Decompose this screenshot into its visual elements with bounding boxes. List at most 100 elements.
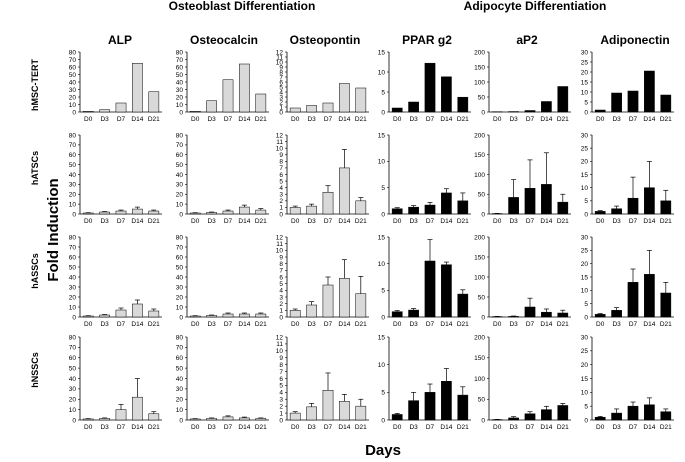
bar-d21 bbox=[660, 94, 672, 113]
y-tick-label: 100 bbox=[474, 172, 485, 179]
x-tick-label: D0 bbox=[84, 116, 93, 123]
x-tick-label: D7 bbox=[426, 116, 435, 123]
bar-d21 bbox=[148, 91, 160, 113]
panel-hnsscs-osteocalcin: 0 10 20 30 40 50 60 70 80 D0 D3 D7 D14 D21 bbox=[176, 334, 269, 431]
x-tick-label: D14 bbox=[131, 424, 143, 431]
y-tick-label: 30 bbox=[176, 284, 184, 291]
y-tick-label: 9 bbox=[279, 64, 283, 71]
y-tick-label: 10 bbox=[276, 348, 284, 355]
x-tick-label: D21 bbox=[148, 218, 160, 225]
x-tick-label: D3 bbox=[207, 321, 216, 328]
bar-d7 bbox=[115, 210, 127, 215]
x-tick-label: D7 bbox=[526, 116, 535, 123]
y-tick-label: 8 bbox=[279, 159, 283, 166]
x-tick-label: D7 bbox=[117, 321, 126, 328]
y-tick-label: 0 bbox=[72, 109, 76, 116]
y-tick-label: 80 bbox=[176, 334, 184, 341]
column-title-adiponectin: Adiponectin bbox=[600, 33, 669, 47]
bar-d14 bbox=[339, 83, 350, 113]
bar-d14 bbox=[339, 278, 350, 318]
y-tick-label: 30 bbox=[69, 386, 77, 393]
bar-d0 bbox=[594, 314, 606, 318]
y-tick-label: 5 bbox=[381, 390, 385, 397]
bar-d14 bbox=[239, 417, 250, 421]
y-tick-label: 0 bbox=[481, 109, 485, 116]
group-title-osteoblast: Osteoblast Differentiation bbox=[169, 0, 316, 13]
y-tick-label: 9 bbox=[279, 254, 283, 261]
x-tick-label: D3 bbox=[207, 218, 216, 225]
x-tick-label: D0 bbox=[493, 218, 502, 225]
bar-d7 bbox=[322, 390, 334, 421]
bar-d21 bbox=[557, 201, 569, 215]
y-tick-label: 20 bbox=[176, 397, 184, 404]
panel-hnsscs-adiponectin: 0 5 10 15 20 25 30 D0 D3 D7 D14 D21 bbox=[581, 334, 674, 431]
bar-d14 bbox=[132, 396, 143, 421]
column-title-osteopontin: Osteopontin bbox=[290, 33, 361, 47]
y-tick-label: 50 bbox=[478, 192, 486, 199]
y-tick-label: 3 bbox=[279, 294, 283, 301]
bar-d0 bbox=[594, 416, 606, 421]
bar-d0 bbox=[82, 111, 94, 113]
y-tick-label: 10 bbox=[581, 89, 589, 96]
x-tick-label: D3 bbox=[100, 218, 109, 225]
x-tick-label: D14 bbox=[540, 424, 552, 431]
y-tick-label: 2 bbox=[279, 403, 283, 410]
row-label-hmsc-tert: hMSC-TERT bbox=[30, 59, 40, 111]
y-tick-label: 30 bbox=[581, 49, 589, 56]
y-tick-label: 60 bbox=[176, 254, 184, 261]
y-tick-label: 11 bbox=[276, 341, 283, 348]
y-tick-label: 80 bbox=[69, 234, 77, 241]
y-tick-label: 10 bbox=[581, 185, 589, 192]
bar-d7 bbox=[322, 284, 334, 318]
x-tick-label: D14 bbox=[238, 321, 250, 328]
y-tick-label: 70 bbox=[176, 244, 184, 251]
bar-d14 bbox=[132, 63, 143, 113]
x-tick-label: D21 bbox=[255, 116, 267, 123]
panel-hatscs-ap2: 0 50 100 150 200 D0 D3 D7 D14 D21 bbox=[474, 132, 571, 225]
y-tick-label: 15 bbox=[378, 132, 386, 139]
bar-d3 bbox=[508, 197, 519, 215]
y-tick-label: 30 bbox=[69, 284, 77, 291]
y-tick-label: 7 bbox=[279, 165, 283, 172]
x-tick-label: D14 bbox=[131, 218, 143, 225]
x-tick-label: D3 bbox=[612, 321, 621, 328]
x-tick-label: D3 bbox=[509, 424, 518, 431]
bar-d0 bbox=[594, 211, 606, 215]
y-tick-label: 4 bbox=[279, 288, 283, 295]
y-tick-label: 0 bbox=[381, 109, 385, 116]
y-tick-label: 30 bbox=[69, 182, 77, 189]
x-tick-label: D3 bbox=[100, 424, 109, 431]
y-tick-label: 0 bbox=[381, 417, 385, 424]
y-tick-label: 10 bbox=[378, 159, 386, 166]
y-tick-label: 20 bbox=[176, 192, 184, 199]
bar-d3 bbox=[99, 109, 110, 113]
panel-hmsc-tert-adiponectin: 0 5 10 15 20 25 30 D0 D3 D7 D14 D21 bbox=[581, 49, 674, 123]
bar-d21 bbox=[148, 210, 160, 215]
panel-hasscs-ap2: 0 50 100 150 200 D0 D3 D7 D14 D21 bbox=[474, 234, 571, 328]
x-tick-label: D14 bbox=[131, 321, 143, 328]
y-tick-label: 4 bbox=[279, 185, 283, 192]
y-tick-label: 7 bbox=[279, 74, 283, 81]
bar-d21 bbox=[355, 405, 367, 421]
y-tick-label: 40 bbox=[176, 172, 184, 179]
y-tick-label: 150 bbox=[474, 64, 485, 71]
y-tick-label: 200 bbox=[474, 49, 485, 56]
x-tick-label: D0 bbox=[393, 321, 402, 328]
x-tick-label: D7 bbox=[324, 116, 333, 123]
y-tick-label: 50 bbox=[69, 365, 77, 372]
bar-d14 bbox=[541, 311, 552, 318]
y-tick-label: 15 bbox=[378, 234, 386, 241]
x-tick-label: D3 bbox=[307, 218, 316, 225]
y-tick-label: 10 bbox=[378, 261, 386, 268]
x-tick-label: D7 bbox=[526, 424, 535, 431]
x-tick-label: D21 bbox=[355, 218, 367, 225]
x-tick-label: D0 bbox=[493, 424, 502, 431]
y-tick-label: 10 bbox=[69, 407, 77, 414]
bar-d14 bbox=[132, 303, 143, 318]
y-tick-label: 5 bbox=[584, 403, 588, 410]
y-tick-label: 4 bbox=[279, 89, 283, 96]
bar-d7 bbox=[115, 409, 127, 421]
